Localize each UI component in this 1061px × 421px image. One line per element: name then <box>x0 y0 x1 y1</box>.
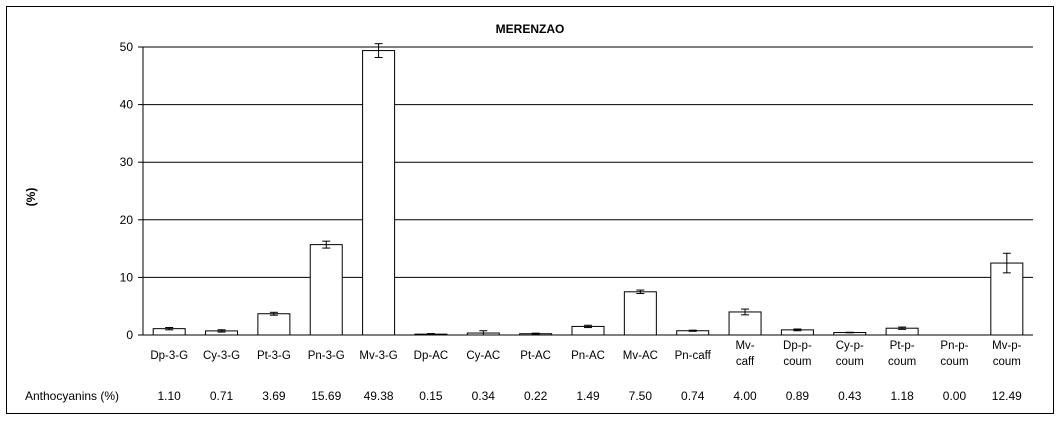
value-label: 1.49 <box>576 389 600 403</box>
error-bars <box>165 43 1011 336</box>
y-tick-label: 30 <box>120 155 134 169</box>
x-category-label: Pt-3-G <box>257 350 291 362</box>
y-tick-label: 20 <box>120 213 134 227</box>
value-label: 0.15 <box>419 389 443 403</box>
bar <box>990 262 1024 336</box>
x-category-label: coum <box>940 356 968 368</box>
x-category-label: Cy-p- <box>836 340 864 352</box>
value-label: 1.18 <box>890 389 914 403</box>
x-category-label: Cy-3-G <box>203 350 240 362</box>
x-category-label: Pn-caff <box>675 350 712 362</box>
value-label: 15.69 <box>311 389 341 403</box>
y-tick-labels: 0 10 20 30 40 50 <box>120 40 134 342</box>
x-category-label: Dp-AC <box>414 350 449 362</box>
y-tick-label: 10 <box>120 270 134 284</box>
y-tick-label: 0 <box>126 328 133 342</box>
value-label: 0.71 <box>210 389 234 403</box>
value-label: 7.50 <box>629 389 653 403</box>
x-category-label: Pn-p- <box>940 340 968 352</box>
value-label: 49.38 <box>364 389 394 403</box>
value-label: 3.69 <box>262 389 286 403</box>
value-label: 0.43 <box>838 389 862 403</box>
x-category-label: coum <box>783 356 811 368</box>
y-axis-label: (%) <box>24 188 38 207</box>
x-category-label: coum <box>836 356 864 368</box>
x-category-label: Pn-AC <box>571 350 605 362</box>
bar <box>257 313 291 336</box>
value-label: 4.00 <box>733 389 757 403</box>
chart-frame: MERENZAO (%) 0 10 20 30 40 50 Dp-3-G Cy-3-G Pt-… <box>6 6 1054 414</box>
x-category-label: Mv-3-G <box>359 350 397 362</box>
x-category-label: Mv-p- <box>992 340 1022 352</box>
bar <box>362 50 396 336</box>
bars <box>152 50 1024 336</box>
x-category-label: coum <box>888 356 916 368</box>
value-label: 0.22 <box>524 389 548 403</box>
value-label: 12.49 <box>992 389 1022 403</box>
value-row: 1.10 0.71 3.69 15.69 49.38 0.15 0.34 0.22 1.49 7.… <box>157 389 1022 403</box>
y-tick-label: 40 <box>120 98 134 112</box>
chart-title: MERENZAO <box>496 22 565 36</box>
x-category-label: Dp-3-G <box>150 350 188 362</box>
bar <box>728 311 762 336</box>
x-category-labels: Dp-3-G Cy-3-G Pt-3-G Pn-3-G Mv-3-G Dp-AC Cy-AC… <box>150 340 1021 368</box>
x-category-label: Pt-AC <box>520 350 551 362</box>
x-category-label: Cy-AC <box>466 350 500 362</box>
x-category-label: Mv-AC <box>623 350 658 362</box>
x-category-label: Dp-p- <box>783 340 812 352</box>
table-row-label: Anthocyanins (%) <box>25 389 119 403</box>
x-category-label: caff <box>736 356 755 368</box>
x-category-label: Mv- <box>735 340 754 352</box>
x-category-label: coum <box>993 356 1021 368</box>
value-label: 0.34 <box>472 389 496 403</box>
value-label: 0.00 <box>943 389 967 403</box>
value-label: 1.10 <box>157 389 181 403</box>
y-tick-label: 50 <box>120 40 134 54</box>
bar <box>309 244 343 336</box>
gridlines <box>138 46 1033 336</box>
x-category-label: Pt-p- <box>890 340 915 352</box>
bar-chart: MERENZAO (%) 0 10 20 30 40 50 Dp-3-G Cy-3-G Pt-… <box>24 22 1033 403</box>
bar <box>623 291 657 336</box>
value-label: 0.74 <box>681 389 705 403</box>
value-label: 0.89 <box>786 389 810 403</box>
x-category-label: Pn-3-G <box>308 350 345 362</box>
